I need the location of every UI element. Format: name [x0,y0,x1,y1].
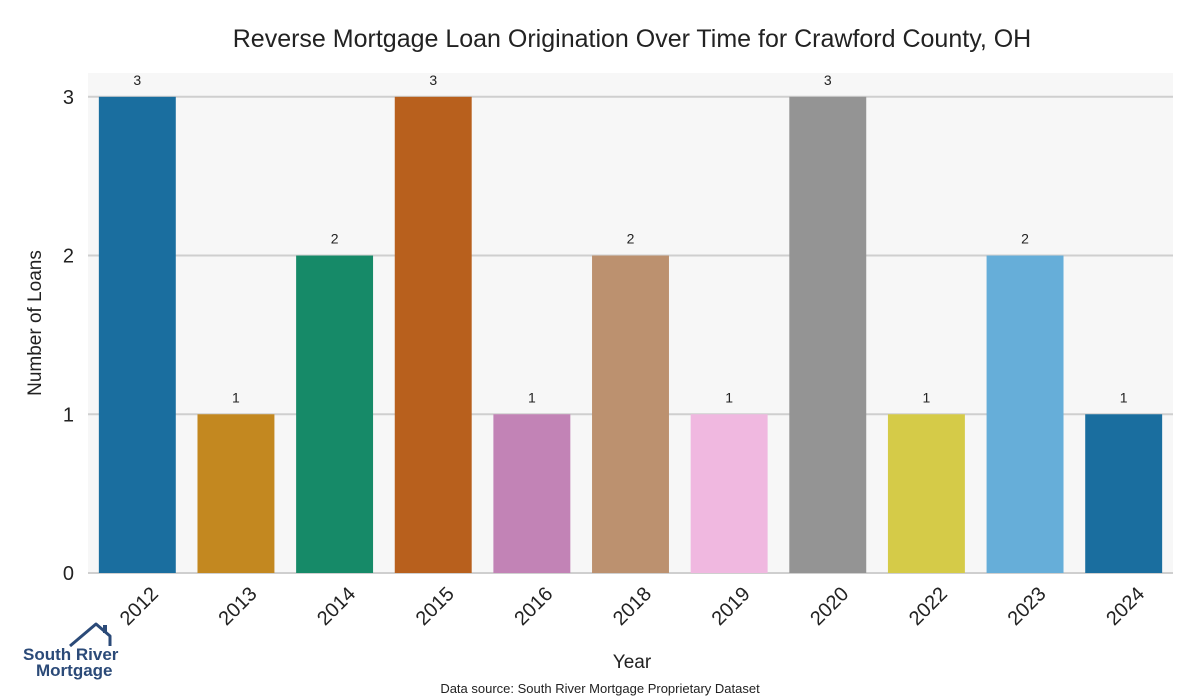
bar-2014 [296,255,374,574]
chart-title: Reverse Mortgage Loan Origination Over T… [233,25,1031,53]
y-tick-label: 2 [63,246,74,268]
x-tick-label: 2022 [905,583,952,630]
y-tick-label: 3 [63,87,74,109]
x-tick-label: 2013 [214,583,261,630]
x-tick-label: 2015 [412,583,459,630]
chimney-icon [103,625,107,633]
bar-labels: 3 1 2 3 1 2 1 3 1 2 1 [133,72,1127,405]
bar-2019 [690,414,768,573]
bar-value-label: 3 [824,72,832,88]
x-tick-label: 2024 [1102,583,1149,630]
x-axis-label: Year [613,652,652,673]
logo-line1: South River [23,645,119,664]
x-tick-label: 2019 [708,583,755,630]
x-tick-label: 2018 [609,583,656,630]
bar-2022 [887,414,965,573]
x-tick-label: 2012 [116,583,163,630]
x-ticks: 2012 2013 2014 2015 2016 2018 2019 2020 2022 2023… [116,583,1149,630]
bar-value-label: 1 [725,389,733,405]
bar-value-label: 3 [133,72,141,88]
bar-2020 [789,96,867,574]
x-tick-label: 2020 [806,583,853,630]
logo: South River Mortgage [23,622,119,680]
bars [98,96,1163,574]
bar-value-label: 2 [331,231,339,247]
y-axis-label: Number of Loans [25,250,46,396]
y-ticks: 0 1 2 3 [63,87,74,585]
bar-2018 [592,255,669,574]
bar-value-label: 1 [232,389,240,405]
bar-value-label: 2 [1021,231,1029,247]
bar-2016 [493,414,571,573]
bar-2013 [197,414,275,573]
bar-value-label: 1 [1120,389,1128,405]
bar-2024 [1085,414,1163,573]
bar-value-label: 3 [429,72,437,88]
x-tick-label: 2016 [510,583,557,630]
x-tick-label: 2023 [1004,583,1051,630]
bar-value-label: 1 [923,389,931,405]
bar-2015 [394,96,472,574]
y-tick-label: 0 [63,563,74,585]
bar-2023 [986,255,1064,574]
data-source-note: Data source: South River Mortgage Propri… [440,681,760,696]
x-tick-label: 2014 [313,583,360,630]
bar-value-label: 1 [528,389,536,405]
logo-line2: Mortgage [36,661,113,680]
y-tick-label: 1 [63,404,74,426]
bar-value-label: 2 [627,231,635,247]
bar-2012 [98,96,176,574]
